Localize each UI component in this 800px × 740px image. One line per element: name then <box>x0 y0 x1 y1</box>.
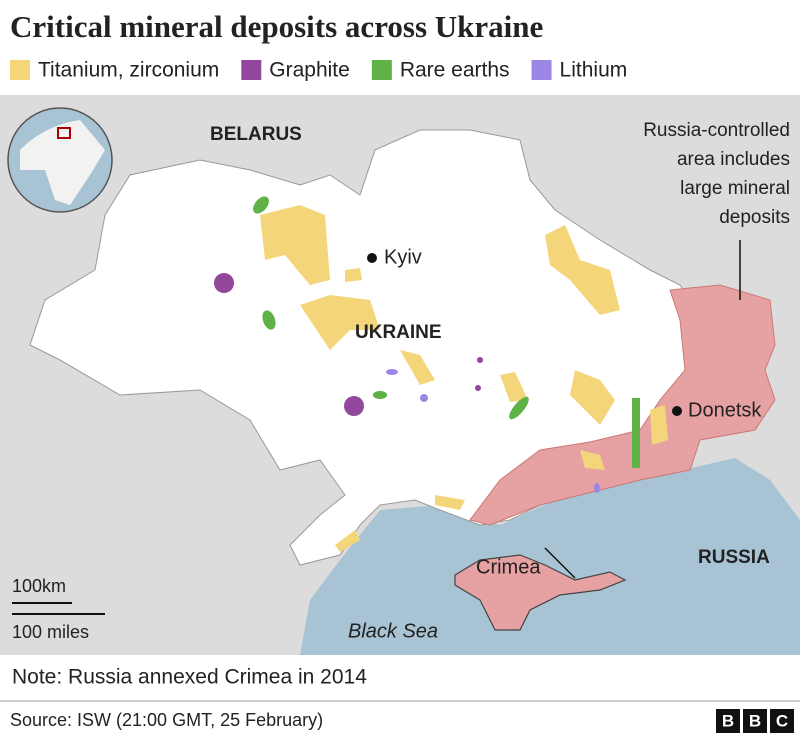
city-label: Kyiv <box>384 246 422 268</box>
logo-box <box>716 709 740 733</box>
deposit <box>475 385 481 391</box>
deposit <box>509 396 529 420</box>
deposits <box>214 196 668 552</box>
country-label: UKRAINE <box>355 322 442 343</box>
deposit <box>300 295 380 350</box>
annotation: Russia-controlled area includes large mine… <box>643 120 790 228</box>
deposit <box>420 394 428 402</box>
legend-swatch <box>531 60 552 80</box>
deposit <box>477 357 483 363</box>
legend-label: Titanium, zirconium <box>38 59 219 82</box>
annotation-line: large mineral <box>680 178 790 199</box>
deposit <box>386 369 398 375</box>
legend-label: Graphite <box>269 59 350 82</box>
occupied-area <box>469 284 776 526</box>
country-label: BELARUS <box>210 124 302 145</box>
deposit <box>435 495 465 510</box>
deposit <box>400 350 435 385</box>
deposit <box>570 370 615 425</box>
source: Source: ISW (21:00 GMT, 25 February) <box>10 710 323 730</box>
legend-swatch <box>371 60 392 80</box>
logo-box <box>770 709 794 733</box>
legend-swatch <box>10 60 30 80</box>
legend: Titanium, zirconium Graphite Rare earths Li… <box>10 59 627 82</box>
logo-box <box>743 709 767 733</box>
legend-swatch <box>241 60 262 80</box>
title: Critical mineral deposits across Ukraine <box>10 9 543 44</box>
inset-globe <box>7 107 113 213</box>
deposit <box>632 398 640 468</box>
city-dot <box>672 406 682 416</box>
deposit <box>500 372 528 402</box>
pointer-line <box>544 547 576 579</box>
deposit <box>580 450 605 470</box>
crimea <box>454 554 627 631</box>
scale-label: 100km <box>12 576 66 596</box>
logo-letter: B <box>722 711 734 730</box>
sea-label: Black Sea <box>348 620 438 642</box>
deposit <box>260 205 330 285</box>
deposit <box>594 483 600 493</box>
legend-label: Lithium <box>560 59 628 82</box>
deposit <box>214 273 234 293</box>
deposit <box>345 268 362 282</box>
country-label: RUSSIA <box>698 547 770 568</box>
deposit <box>253 196 269 214</box>
logo-letter: C <box>776 711 788 730</box>
deposit <box>344 396 364 416</box>
scale-label: 100 miles <box>12 622 89 642</box>
legend-label: Rare earths <box>400 59 510 82</box>
city-label: Donetsk <box>688 399 762 421</box>
deposit <box>262 310 276 330</box>
deposit <box>545 225 620 315</box>
deposit <box>650 405 668 445</box>
annotation-line: Russia-controlled <box>643 120 790 141</box>
logo-letter: B <box>749 711 761 730</box>
annotation-line: deposits <box>719 207 790 228</box>
sea <box>300 458 800 655</box>
note: Note: Russia annexed Crimea in 2014 <box>12 666 367 689</box>
deposit <box>335 530 360 552</box>
deposit <box>373 391 387 399</box>
annotation-line: area includes <box>677 149 790 170</box>
city-dot <box>367 253 377 263</box>
region-label: Crimea <box>476 556 541 578</box>
